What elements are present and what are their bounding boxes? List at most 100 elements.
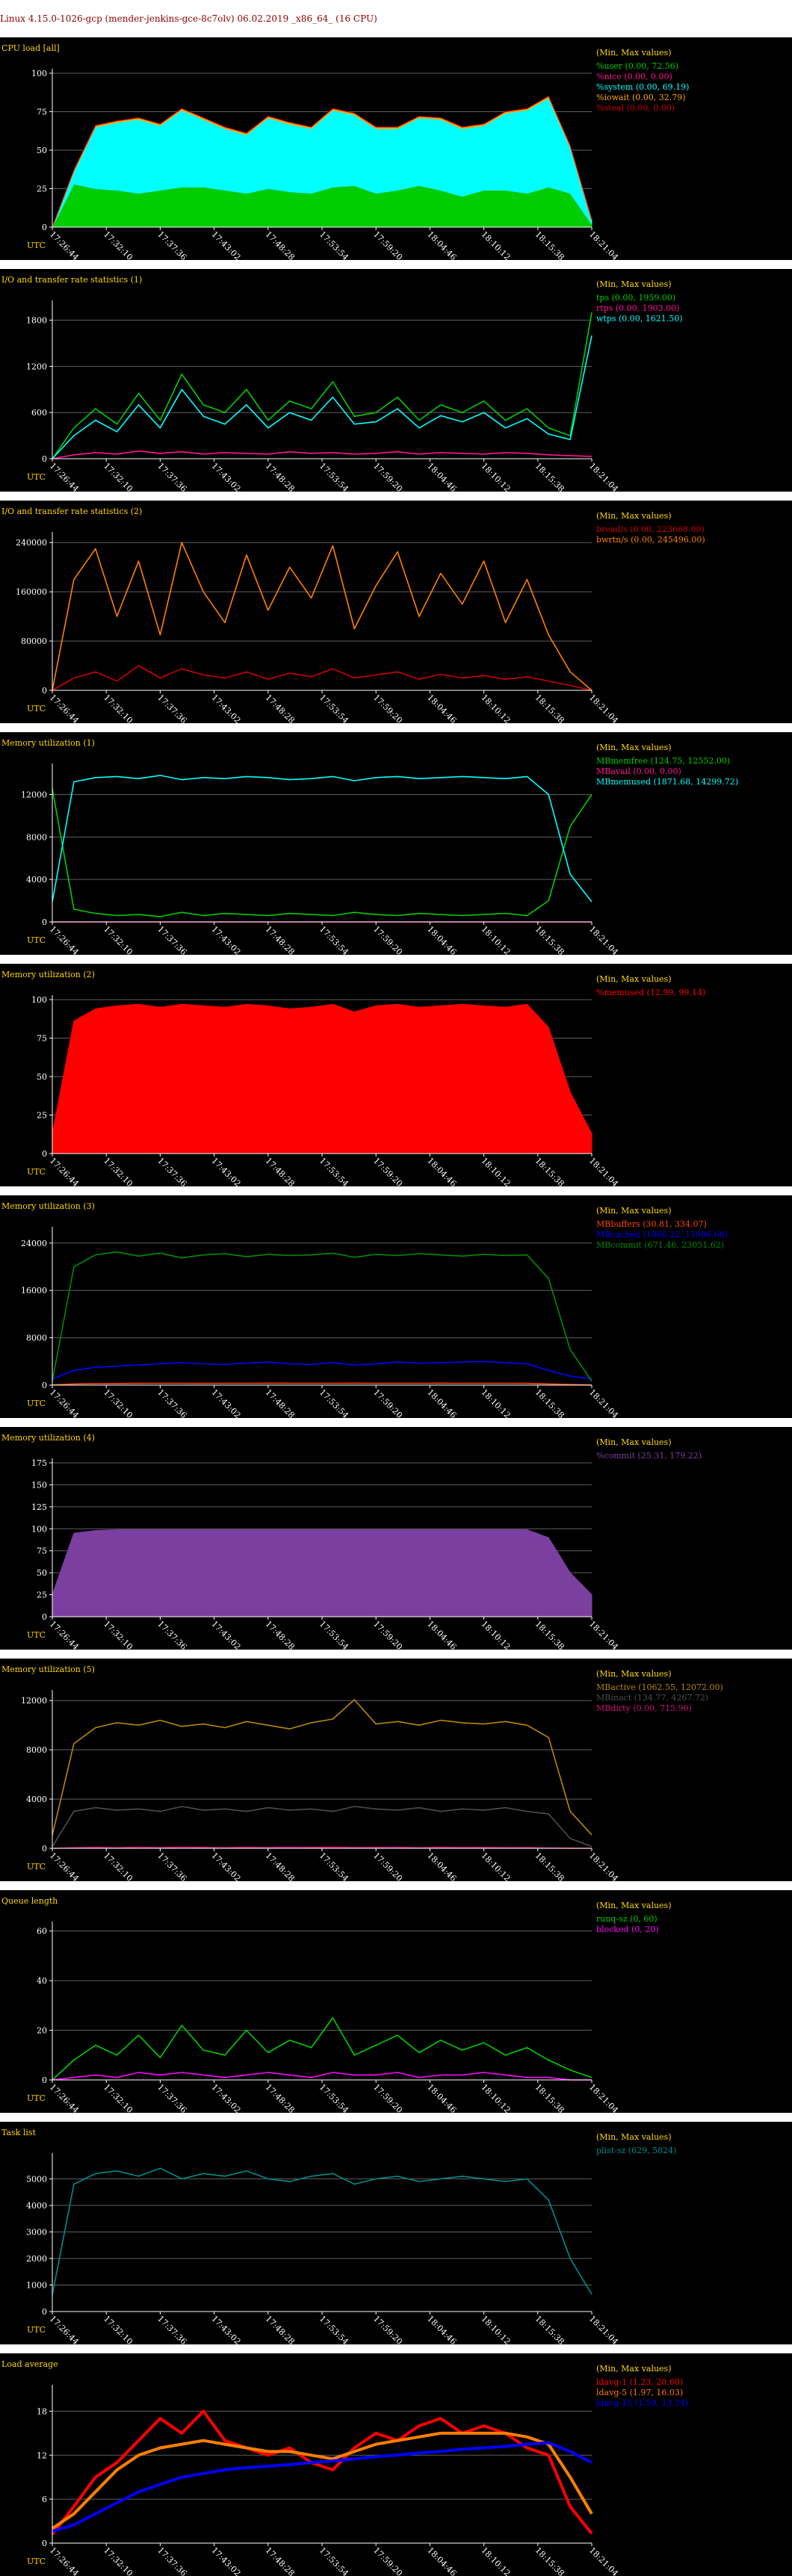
chart-plot-mem4: 0 25 50 75 100 125 150 175 17:26:44 17:32:10 17:37… bbox=[31, 1458, 620, 1650]
chart-legend: runq-sz (0, 60) blocked (0, 20) bbox=[596, 1914, 659, 1935]
series-line-2 bbox=[52, 1846, 593, 1849]
x-tick-label: 18:21:04 bbox=[587, 1387, 620, 1418]
legend-entry: MBbuffers (30.81, 334.07) bbox=[596, 1219, 707, 1229]
x-tick-label: 17:43:02 bbox=[209, 693, 242, 723]
legend-entry: ldavg-15 (1.59, 13.74) bbox=[596, 2398, 689, 2408]
chart-legend: MBbuffers (30.81, 334.07) MBcached (1066.… bbox=[596, 1219, 728, 1251]
chart-legend: plist-sz (629, 5824) bbox=[596, 2146, 676, 2156]
x-tick-label: 17:37:36 bbox=[155, 2082, 188, 2113]
x-tick-label: 17:26:44 bbox=[48, 2314, 81, 2344]
y-tick-label: 0 bbox=[42, 1612, 47, 1622]
x-tick-label: 17:53:54 bbox=[318, 1156, 350, 1186]
chart-panel-mem2: 0 25 50 75 100 17:26:44 17:32:10 17:37:36 17:43:… bbox=[0, 964, 792, 1186]
chart-plot-mem2: 0 25 50 75 100 17:26:44 17:32:10 17:37:36 17:43:… bbox=[31, 995, 620, 1186]
x-tick-label: 17:32:10 bbox=[102, 1619, 134, 1650]
x-tick-label: 17:37:36 bbox=[155, 1156, 188, 1186]
chart-plot-tasks: 0 1000 2000 3000 4000 5000 17:26:44 17:32:10 17:… bbox=[26, 2153, 620, 2344]
y-tick-label: 25 bbox=[37, 1111, 47, 1121]
y-tick-label: 75 bbox=[37, 1034, 47, 1044]
x-tick-label: 18:21:04 bbox=[587, 2314, 620, 2344]
chart-title: Memory utilization (3) bbox=[1, 1201, 95, 1211]
x-tick-label: 17:48:28 bbox=[264, 2314, 297, 2344]
y-tick-label: 150 bbox=[31, 1480, 47, 1490]
series-line-2 bbox=[52, 335, 593, 459]
timezone-label: UTC bbox=[27, 704, 46, 713]
x-tick-label: 18:15:38 bbox=[533, 1851, 566, 1881]
x-tick-label: 17:43:02 bbox=[209, 1156, 242, 1186]
chart-legend: tps (0.00, 1959.00) rtps (0.00, 1903.00) w… bbox=[596, 293, 683, 324]
legend-entry: ldavg-5 (1.97, 16.03) bbox=[596, 2388, 684, 2397]
series-line-0 bbox=[52, 312, 593, 459]
y-tick-label: 75 bbox=[37, 1546, 47, 1556]
y-tick-label: 80000 bbox=[21, 637, 47, 646]
x-tick-label: 18:21:04 bbox=[587, 693, 620, 723]
x-tick-label: 17:59:20 bbox=[371, 2082, 404, 2113]
y-tick-label: 100 bbox=[31, 995, 47, 1005]
y-tick-label: 160000 bbox=[16, 587, 47, 597]
x-tick-label: 17:37:36 bbox=[155, 2314, 188, 2344]
y-tick-label: 3000 bbox=[26, 2227, 47, 2237]
series-line-0 bbox=[52, 788, 593, 917]
x-tick-label: 17:37:36 bbox=[155, 693, 188, 723]
chart-panel-tasks: 0 1000 2000 3000 4000 5000 17:26:44 17:32:10 17:… bbox=[0, 2122, 792, 2344]
x-tick-label: 17:48:28 bbox=[264, 229, 297, 260]
legend-entry: %system (0.00, 69.19) bbox=[596, 82, 690, 92]
x-tick-label: 18:15:38 bbox=[533, 461, 566, 492]
x-tick-label: 17:53:54 bbox=[318, 229, 350, 260]
y-tick-label: 25 bbox=[37, 1591, 47, 1600]
timezone-label: UTC bbox=[27, 1630, 46, 1640]
x-tick-label: 18:21:04 bbox=[587, 1851, 620, 1881]
x-tick-label: 18:04:46 bbox=[425, 229, 458, 260]
series-line-0 bbox=[52, 1699, 593, 1836]
x-tick-label: 17:32:10 bbox=[102, 461, 134, 492]
chart-legend: MBmemfree (124.75, 12552.00) MBavail (0.0… bbox=[596, 756, 738, 787]
chart-plot-loadavg: 0 6 12 18 17:26:44 17:32:10 17:37:36 17:43:02 17… bbox=[37, 2385, 620, 2576]
x-tick-label: 17:37:36 bbox=[155, 2545, 188, 2576]
chart-panel-mem5: 0 4000 8000 12000 17:26:44 17:32:10 17:37:36 17… bbox=[0, 1659, 792, 1881]
series-area-0 bbox=[52, 1003, 593, 1154]
x-tick-label: 18:15:38 bbox=[533, 924, 566, 955]
chart-panel-mem1: 0 4000 8000 12000 17:26:44 17:32:10 17:37:36 17… bbox=[0, 732, 792, 955]
x-tick-label: 18:10:12 bbox=[479, 1387, 512, 1418]
x-tick-label: 17:37:36 bbox=[155, 1851, 188, 1881]
chart-plot-queue: 0 20 40 60 17:26:44 17:32:10 17:37:36 17:43:02 1… bbox=[37, 1922, 620, 2113]
chart-title: Memory utilization (4) bbox=[1, 1433, 95, 1443]
x-tick-label: 17:59:20 bbox=[371, 1156, 404, 1186]
legend-entry: %memused (12.99, 99.14) bbox=[596, 988, 706, 997]
chart-panel-cpu: 0 25 50 75 100 17:26:44 17:32:10 17:37:36 17:43:… bbox=[0, 37, 792, 260]
x-tick-label: 17:48:28 bbox=[264, 1387, 297, 1418]
series-line-1 bbox=[52, 450, 593, 459]
timezone-label: UTC bbox=[27, 2093, 46, 2103]
x-tick-label: 17:59:20 bbox=[371, 229, 404, 260]
x-tick-label: 18:04:46 bbox=[425, 1851, 458, 1881]
y-tick-label: 12000 bbox=[21, 790, 47, 800]
x-tick-label: 17:59:20 bbox=[371, 2545, 404, 2576]
x-tick-label: 17:32:10 bbox=[102, 2545, 134, 2576]
y-tick-label: 5000 bbox=[26, 2174, 47, 2184]
x-tick-label: 17:32:10 bbox=[102, 2314, 134, 2344]
x-tick-label: 18:10:12 bbox=[479, 924, 512, 955]
x-tick-label: 17:59:20 bbox=[371, 1619, 404, 1650]
series-line-0 bbox=[52, 2017, 593, 2081]
y-tick-label: 18 bbox=[37, 2406, 47, 2416]
x-tick-label: 17:53:54 bbox=[318, 461, 350, 492]
x-tick-label: 17:43:02 bbox=[209, 1387, 242, 1418]
x-tick-label: 18:10:12 bbox=[479, 1851, 512, 1881]
y-tick-label: 0 bbox=[42, 1381, 47, 1390]
legend-entry: %steal (0.00, 0.00) bbox=[596, 103, 675, 113]
x-tick-label: 17:43:02 bbox=[209, 1851, 242, 1881]
x-tick-label: 17:48:28 bbox=[264, 461, 297, 492]
x-tick-label: 18:15:38 bbox=[533, 693, 566, 723]
x-tick-label: 17:37:36 bbox=[155, 1619, 188, 1650]
chart-plot-mem1: 0 4000 8000 12000 17:26:44 17:32:10 17:37:36 17… bbox=[21, 764, 620, 955]
y-tick-label: 0 bbox=[42, 2539, 47, 2548]
chart-title: Memory utilization (5) bbox=[1, 1665, 95, 1674]
y-tick-label: 240000 bbox=[16, 538, 47, 548]
y-tick-label: 600 bbox=[31, 408, 47, 418]
y-tick-label: 8000 bbox=[26, 1745, 47, 1755]
x-tick-label: 18:10:12 bbox=[479, 1619, 512, 1650]
legend-entry: MBmemfree (124.75, 12552.00) bbox=[596, 756, 731, 766]
series-line-1 bbox=[52, 1806, 593, 1848]
legend-entry: bread/s (0.00, 223668.00) bbox=[596, 524, 705, 534]
legend-heading: (Min, Max values) bbox=[596, 511, 672, 521]
